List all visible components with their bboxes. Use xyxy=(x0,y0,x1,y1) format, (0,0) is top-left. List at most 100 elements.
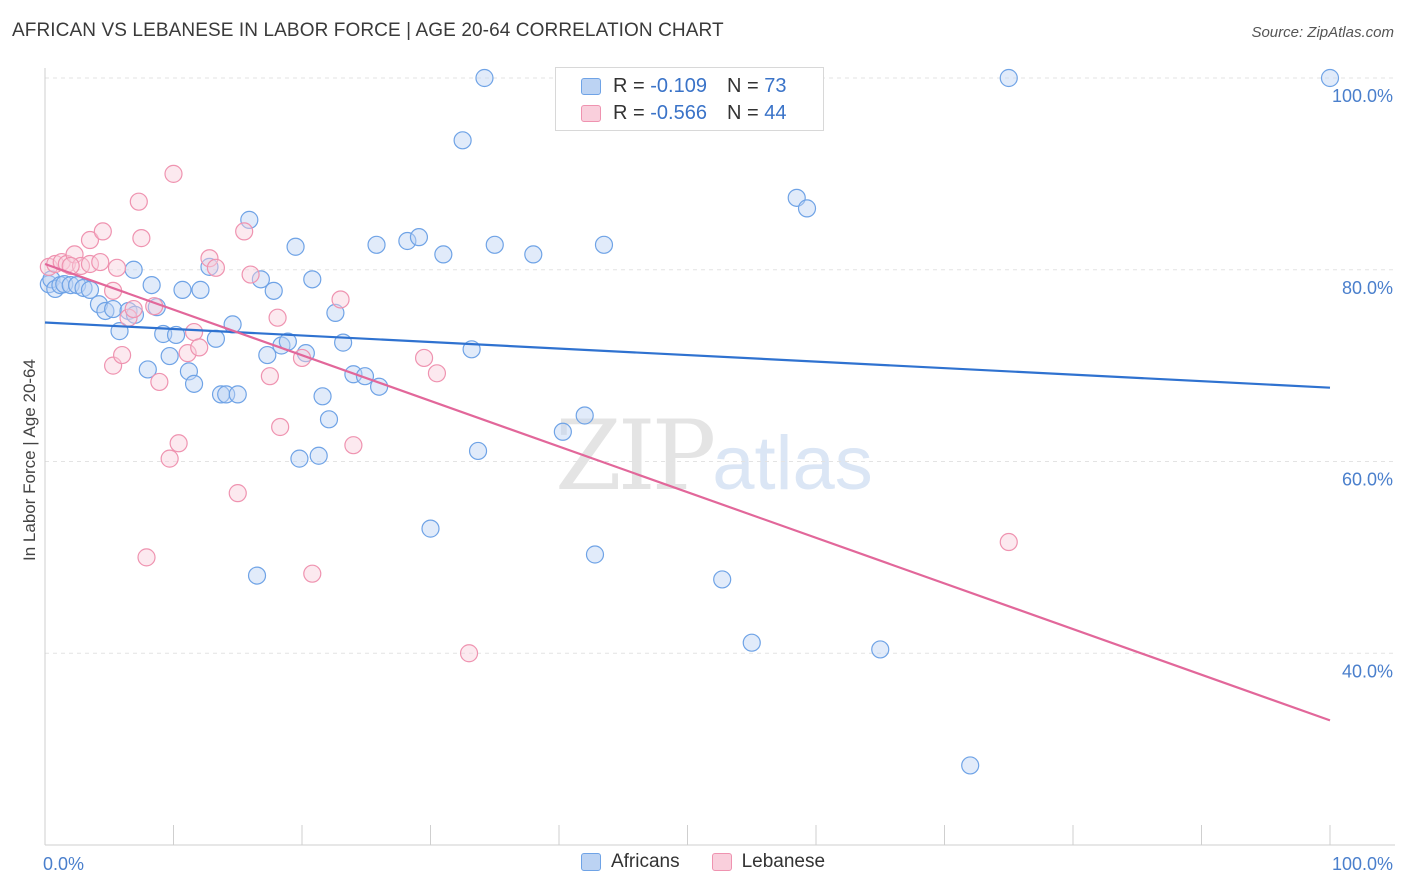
africans-point-17 xyxy=(142,275,161,295)
lebanese-swatch xyxy=(581,104,601,122)
lebanese-point-23 xyxy=(169,434,188,453)
africans-point-73 xyxy=(1320,68,1340,88)
africans-point-36 xyxy=(264,281,283,300)
lebanese-point-27 xyxy=(200,249,219,268)
africans-point-4 xyxy=(55,275,74,294)
africans-point-43 xyxy=(309,446,328,465)
africans-point-70 xyxy=(871,640,890,659)
y-tick-label-2: 80.0% xyxy=(1342,278,1393,298)
lebanese-trend-line xyxy=(44,262,1331,722)
lebanese-point-13 xyxy=(112,345,132,365)
y-tick-label-0: 40.0% xyxy=(1342,661,1393,681)
lebanese-point-22 xyxy=(164,164,183,183)
africans-point-66 xyxy=(713,570,732,589)
lebanese-point-37 xyxy=(331,290,350,309)
trend-lines xyxy=(44,262,1331,722)
lebanese-point-29 xyxy=(228,484,247,503)
lebanese-r-label: R = xyxy=(613,101,645,124)
africans-point-8 xyxy=(80,280,100,299)
x-tick-label-1: 100.0% xyxy=(1332,854,1393,874)
lebanese-point-5 xyxy=(71,256,91,276)
africans-point-67 xyxy=(742,633,761,652)
africans-point-7 xyxy=(74,278,93,298)
africans-point-40 xyxy=(290,449,309,468)
bottom-africans-label: Africans xyxy=(610,851,680,872)
lebanese-point-11 xyxy=(104,356,123,375)
lebanese-point-20 xyxy=(150,372,169,392)
africans-point-31 xyxy=(228,385,247,404)
tick-labels: 40.0% 60.0% 80.0% 100.0% 0.0% 100.0% xyxy=(43,86,1393,874)
lebanese-point-8 xyxy=(91,252,110,272)
africans-r-value: -0.109 xyxy=(650,74,707,97)
africans-point-72 xyxy=(999,68,1018,88)
africans-point-62 xyxy=(553,422,572,441)
lebanese-r-value: -0.566 xyxy=(650,101,707,124)
legend-row-lebanese: R = -0.566 N = 44 xyxy=(581,101,786,125)
africans-point-39 xyxy=(286,237,305,256)
africans-point-20 xyxy=(160,346,179,366)
africans-point-56 xyxy=(453,131,472,150)
africans-point-71 xyxy=(961,756,980,775)
y-tick-label-3: 100.0% xyxy=(1332,86,1393,106)
africans-point-59 xyxy=(475,68,494,88)
legend-row-africans: R = -0.109 N = 73 xyxy=(581,74,786,98)
africans-point-44 xyxy=(313,387,332,406)
africans-point-60 xyxy=(485,235,504,254)
lebanese-point-38 xyxy=(344,436,363,455)
africans-point-55 xyxy=(434,245,453,264)
africans-point-42 xyxy=(303,270,322,289)
africans-point-16 xyxy=(138,360,157,379)
lebanese-point-40 xyxy=(427,364,447,383)
lebanese-point-9 xyxy=(93,222,112,241)
lebanese-n-value: 44 xyxy=(764,101,787,124)
lebanese-point-26 xyxy=(190,338,209,357)
lebanese-point-43 xyxy=(61,256,80,276)
africans-point-64 xyxy=(585,545,605,564)
lebanese-point-4 xyxy=(65,245,84,264)
lebanese-point-28 xyxy=(206,258,226,277)
africans-swatch xyxy=(581,77,601,95)
africans-point-65 xyxy=(594,235,614,254)
africans-r-label: R = xyxy=(613,74,645,97)
lebanese-n-label: N = xyxy=(726,101,759,124)
africans-point-22 xyxy=(173,280,192,299)
africans-point-21 xyxy=(166,325,186,345)
lebanese-point-39 xyxy=(414,348,434,368)
lebanese-point-7 xyxy=(80,230,100,250)
africans-points xyxy=(39,68,1340,775)
lebanese-point-18 xyxy=(137,548,156,567)
africans-point-69 xyxy=(797,199,817,218)
legend: R = -0.109 N = 73 R = -0.566 N = 44 xyxy=(555,67,824,131)
africans-point-15 xyxy=(124,260,143,279)
lebanese-point-21 xyxy=(160,449,179,468)
africans-point-45 xyxy=(319,410,339,429)
bottom-lebanese-label: Lebanese xyxy=(741,851,826,872)
africans-point-35 xyxy=(258,345,277,365)
africans-point-61 xyxy=(524,245,543,264)
africans-point-32 xyxy=(240,210,259,229)
africans-trend-line xyxy=(44,321,1331,389)
africans-point-52 xyxy=(398,231,417,251)
africans-point-54 xyxy=(421,519,440,538)
lebanese-point-30 xyxy=(235,222,254,241)
africans-n-value: 73 xyxy=(764,74,787,97)
africans-point-9 xyxy=(89,295,109,314)
bottom-africans-swatch xyxy=(580,853,601,871)
africans-point-50 xyxy=(367,235,386,254)
lebanese-point-36 xyxy=(303,564,322,583)
africans-point-25 xyxy=(191,280,210,299)
lebanese-point-24 xyxy=(178,344,197,363)
africans-point-53 xyxy=(409,228,429,247)
bottom-legend-africans: Africans xyxy=(580,851,680,873)
lebanese-point-17 xyxy=(132,229,151,248)
lebanese-point-32 xyxy=(260,367,279,386)
chart-title: AFRICAN VS LEBANESE IN LABOR FORCE | AGE… xyxy=(12,20,724,41)
africans-point-34 xyxy=(251,270,270,289)
africans-point-33 xyxy=(247,566,267,585)
lebanese-point-25 xyxy=(184,322,204,342)
lebanese-point-42 xyxy=(999,532,1018,552)
bottom-legend: Africans Lebanese xyxy=(0,851,1406,873)
x-tick-label-0: 0.0% xyxy=(43,854,84,874)
africans-point-49 xyxy=(355,367,375,386)
lebanese-point-34 xyxy=(271,417,290,437)
